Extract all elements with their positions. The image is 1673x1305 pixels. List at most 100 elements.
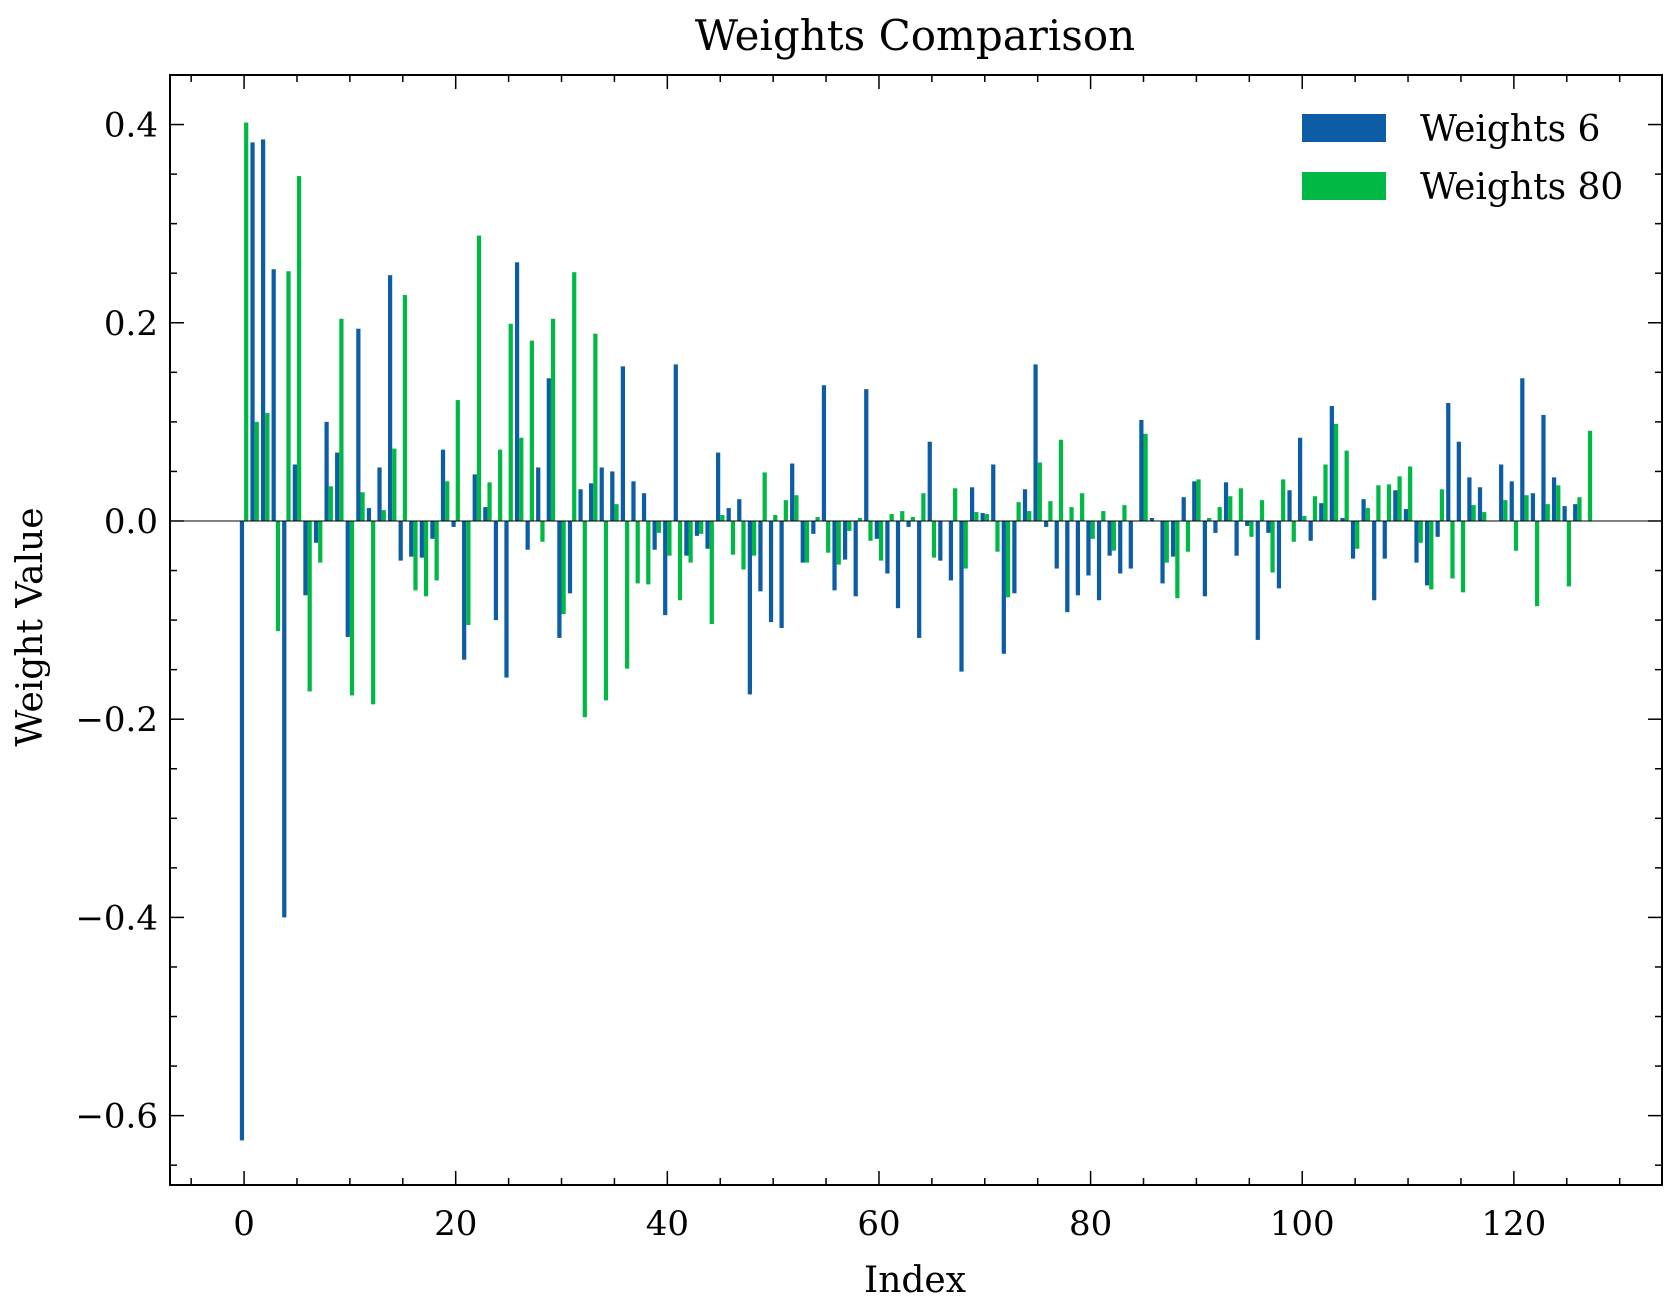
x-tick-label: 60: [857, 1204, 900, 1244]
bar-series-1-index-19: [445, 481, 450, 521]
bar-series-0-index-3: [271, 269, 276, 521]
bar-series-1-index-51: [783, 500, 788, 521]
bar-series-0-index-83: [1118, 520, 1123, 574]
bar-series-1-index-65: [931, 520, 937, 558]
bar-series-1-index-82: [1111, 520, 1116, 551]
ticks-group: 0 20 40 60 80 100 120 −0.6 −0.4 −0.2 0.0 0.2 0.4: [75, 74, 1662, 1244]
bar-series-1-index-24: [498, 449, 503, 521]
bar-series-0-index-13: [377, 467, 382, 521]
bar-series-0-index-24: [493, 520, 499, 621]
bar-series-0-index-85: [1139, 419, 1144, 521]
bar-series-1-index-1: [254, 421, 259, 521]
bar-series-0-index-17: [419, 520, 424, 558]
bar-series-1-index-72: [1005, 520, 1011, 598]
bar-series-0-index-39: [652, 520, 657, 550]
bar-series-1-index-5: [296, 176, 302, 521]
x-tick-label: 120: [1481, 1204, 1546, 1244]
bar-series-1-index-113: [1439, 489, 1445, 521]
bar-series-0-index-102: [1319, 503, 1324, 521]
x-tick-label: 100: [1270, 1204, 1335, 1244]
bar-series-0-index-41: [673, 364, 678, 521]
bar-series-1-index-108: [1386, 484, 1392, 521]
bar-series-0-index-44: [705, 520, 710, 549]
x-tick-label: 40: [646, 1204, 689, 1244]
bar-series-1-index-98: [1281, 479, 1286, 521]
bar-series-0-index-32: [578, 489, 583, 521]
bar-series-0-index-84: [1128, 520, 1133, 569]
bar-series-1-index-126: [1577, 497, 1582, 521]
bar-series-0-index-111: [1414, 520, 1419, 563]
legend: Weights 6 Weights 80: [1302, 109, 1623, 208]
bar-series-1-index-20: [455, 400, 460, 521]
bar-series-0-index-101: [1308, 520, 1313, 541]
bar-series-0-index-62: [895, 520, 901, 609]
bar-series-1-index-64: [921, 493, 926, 521]
bar-series-0-index-53: [800, 520, 805, 563]
bar-series-1-index-95: [1249, 520, 1254, 537]
bar-series-0-index-63: [906, 520, 911, 527]
plot-frame: [169, 74, 1663, 1186]
bar-series-0-index-93: [1223, 482, 1229, 521]
bar-series-0-index-2: [261, 139, 266, 521]
bar-series-1-index-88: [1175, 520, 1180, 599]
bar-series-1-index-23: [487, 482, 492, 521]
bar-series-0-index-25: [504, 520, 509, 678]
bar-series-1-index-56: [836, 520, 841, 565]
bar-series-1-index-25: [508, 323, 513, 521]
bar-series-0-index-33: [589, 483, 594, 521]
bar-series-1-index-42: [688, 520, 693, 563]
bar-series-0-index-119: [1499, 464, 1504, 521]
bar-series-0-index-79: [1075, 520, 1081, 596]
bar-series-0-index-20: [451, 520, 456, 527]
bar-series-1-index-17: [423, 520, 429, 597]
bar-series-1-index-4: [286, 271, 291, 521]
bar-series-1-index-36: [625, 520, 630, 669]
bar-series-1-index-61: [889, 514, 894, 521]
x-tick-label: 80: [1069, 1204, 1112, 1244]
bar-series-1-index-76: [1048, 501, 1053, 521]
bar-series-0-index-124: [1551, 477, 1557, 521]
bar-series-1-index-94: [1238, 488, 1243, 521]
bar-series-1-index-93: [1228, 496, 1233, 521]
x-axis-label: Index: [864, 1260, 966, 1301]
bar-series-1-index-69: [974, 512, 979, 521]
bar-series-1-index-21: [466, 520, 471, 626]
y-tick-label: 0.2: [104, 304, 158, 344]
bar-series-1-index-102: [1323, 464, 1328, 521]
bar-series-0-index-57: [842, 520, 848, 560]
bar-series-0-index-12: [366, 508, 372, 521]
bar-series-1-index-120: [1513, 520, 1519, 551]
bar-series-1-index-74: [1027, 511, 1032, 521]
bar-series-0-index-88: [1171, 520, 1176, 557]
bar-series-1-index-54: [815, 517, 820, 521]
bar-series-0-index-105: [1350, 520, 1356, 559]
bar-series-1-index-90: [1196, 479, 1201, 521]
bar-series-0-index-115: [1456, 441, 1461, 521]
bar-series-1-index-80: [1090, 520, 1095, 539]
legend-label-weights-80: Weights 80: [1420, 167, 1623, 208]
bar-series-1-index-60: [878, 520, 884, 561]
bar-series-0-index-8: [324, 421, 329, 521]
bar-series-0-index-91: [1202, 520, 1207, 597]
bar-series-0-index-49: [758, 520, 763, 592]
bar-series-0-index-126: [1573, 504, 1578, 521]
bar-series-0-index-54: [811, 520, 816, 534]
bar-series-1-index-29: [550, 318, 556, 521]
y-tick-label: 0.4: [104, 106, 158, 146]
bar-series-0-index-76: [1044, 520, 1049, 527]
bar-series-0-index-21: [462, 520, 467, 660]
bar-series-1-index-52: [794, 495, 799, 521]
bar-series-1-index-97: [1270, 520, 1275, 573]
bar-series-0-index-38: [641, 493, 647, 521]
bar-series-1-index-109: [1397, 476, 1402, 521]
bar-series-0-index-29: [546, 378, 551, 521]
bar-series-0-index-89: [1181, 497, 1186, 521]
bar-series-0-index-40: [663, 520, 668, 616]
y-tick-label: −0.2: [75, 700, 158, 740]
bar-series-1-index-103: [1333, 423, 1339, 521]
bar-series-0-index-69: [969, 487, 975, 521]
bar-series-0-index-122: [1530, 493, 1536, 521]
bar-series-1-index-30: [561, 520, 566, 615]
bar-series-0-index-47: [737, 499, 742, 521]
bar-series-0-index-55: [821, 385, 827, 521]
